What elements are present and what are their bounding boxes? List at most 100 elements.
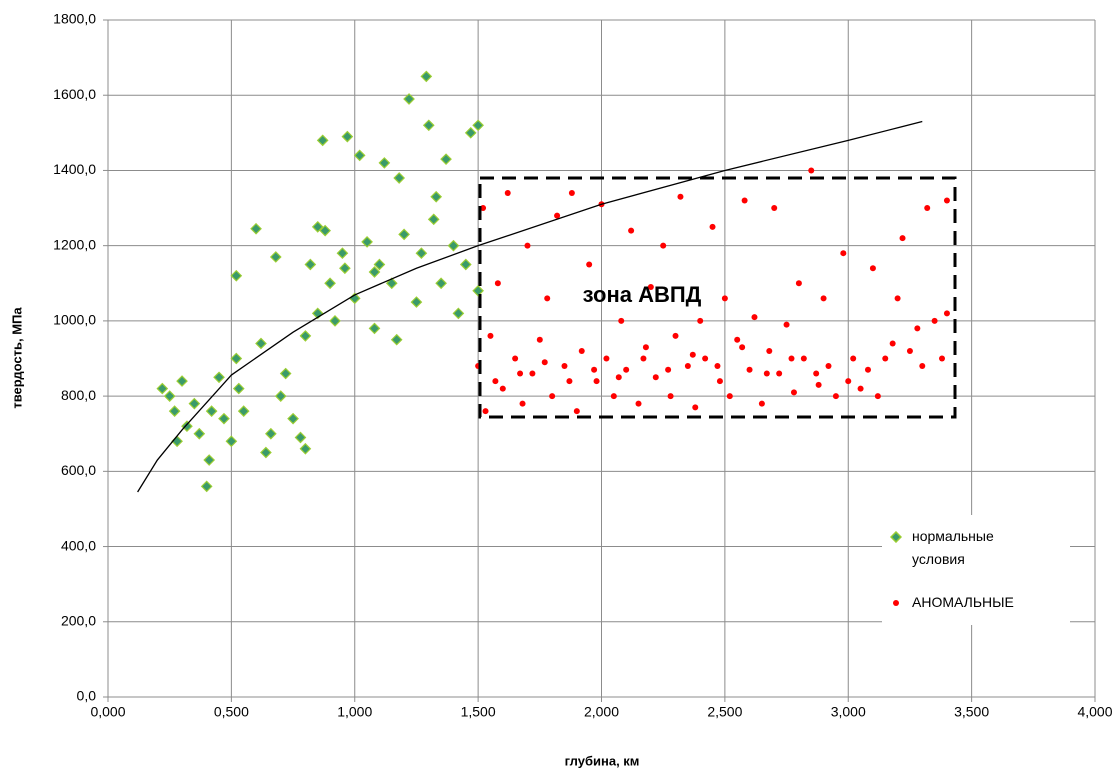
point: [741, 197, 748, 204]
point: [914, 325, 921, 332]
point: [336, 247, 349, 260]
point: [906, 347, 913, 354]
legend-marker: [890, 531, 902, 543]
point: [452, 307, 465, 320]
point: [783, 321, 790, 328]
point: [776, 370, 783, 377]
legend-entry: нормальные условия: [890, 525, 1022, 571]
point: [697, 317, 704, 324]
point: [311, 221, 324, 233]
point: [939, 355, 946, 362]
point: [435, 277, 447, 290]
x-tick-label: 2,000: [584, 704, 619, 720]
y-tick-label: 800,0: [61, 387, 96, 403]
point: [324, 277, 336, 290]
zone-box: [478, 176, 957, 419]
y-tick-label: 600,0: [61, 462, 96, 478]
point: [319, 224, 331, 237]
point: [163, 390, 176, 402]
point: [415, 247, 428, 260]
point: [482, 408, 489, 415]
point: [188, 397, 201, 410]
point: [168, 405, 181, 418]
x-tick-label: 3,500: [954, 704, 989, 720]
point: [181, 420, 193, 433]
point: [894, 295, 901, 302]
x-tick-label: 2,500: [707, 704, 742, 720]
point: [709, 223, 716, 230]
point: [299, 330, 312, 342]
point: [427, 213, 440, 226]
point: [230, 269, 243, 282]
point: [250, 222, 262, 235]
point: [398, 228, 410, 241]
point: [642, 344, 649, 351]
point: [269, 251, 282, 263]
point: [499, 385, 506, 392]
point: [492, 378, 499, 385]
y-tick-label: 1000,0: [53, 312, 96, 328]
point: [422, 119, 435, 132]
point: [225, 435, 238, 448]
point: [255, 337, 267, 350]
point: [447, 239, 460, 252]
point: [440, 153, 452, 166]
point: [329, 315, 341, 327]
point: [850, 355, 857, 362]
x-axis-title: глубина, км: [565, 753, 640, 768]
point: [316, 134, 329, 147]
x-tick-label: 3,000: [831, 704, 866, 720]
legend: нормальные условия АНОМАЛЬНЫЕ: [882, 515, 1070, 625]
point: [640, 355, 647, 362]
x-tick-label: 1,000: [337, 704, 372, 720]
point: [726, 393, 733, 400]
point: [265, 427, 277, 440]
point: [566, 378, 573, 385]
point: [857, 385, 864, 392]
x-tick-label: 1,500: [461, 704, 496, 720]
point: [618, 317, 625, 324]
point: [931, 317, 938, 324]
point: [361, 236, 373, 248]
y-tick-label: 0,0: [77, 688, 97, 704]
point: [193, 427, 206, 440]
point: [813, 370, 820, 377]
point: [739, 344, 746, 351]
point: [304, 258, 317, 271]
point: [825, 363, 832, 370]
point: [410, 296, 423, 308]
point: [758, 400, 765, 407]
x-tick-label: 4,000: [1077, 704, 1112, 720]
point: [603, 355, 610, 362]
point: [684, 363, 691, 370]
point: [586, 261, 593, 268]
point: [692, 404, 699, 411]
point: [815, 381, 822, 388]
y-tick-label: 1600,0: [53, 86, 96, 102]
point: [874, 393, 881, 400]
point: [529, 370, 536, 377]
point: [647, 284, 654, 291]
point: [771, 205, 778, 212]
point: [373, 258, 386, 271]
y-tick-label: 400,0: [61, 537, 96, 553]
point: [274, 390, 287, 402]
point: [899, 235, 906, 242]
point: [393, 172, 406, 184]
point: [232, 382, 245, 395]
point: [924, 205, 931, 212]
point: [480, 205, 487, 212]
point: [390, 333, 403, 346]
point: [200, 480, 213, 493]
x-tick-label: 0,000: [90, 704, 125, 720]
point: [820, 295, 827, 302]
y-tick-label: 1800,0: [53, 11, 96, 27]
y-tick-label: 1200,0: [53, 236, 96, 252]
point: [176, 375, 188, 387]
point: [943, 310, 950, 317]
point: [205, 405, 218, 418]
point: [869, 265, 876, 272]
point: [593, 378, 600, 385]
